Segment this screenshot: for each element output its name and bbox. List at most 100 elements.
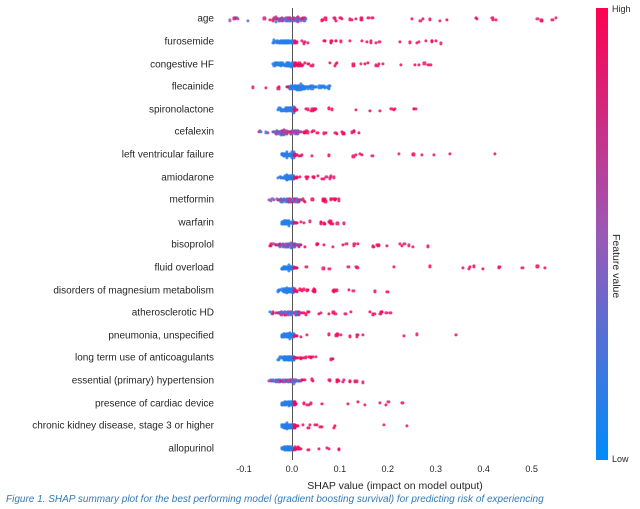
- shap-point: [428, 265, 431, 268]
- shap-point: [269, 199, 272, 202]
- shap-point: [336, 222, 339, 225]
- shap-point: [410, 17, 413, 20]
- feature-label: congestive HF: [150, 59, 220, 70]
- feature-label: essential (primary) hypertension: [72, 375, 220, 386]
- shap-point: [367, 16, 370, 19]
- feature-label: flecainide: [172, 82, 220, 93]
- shap-point: [449, 152, 452, 155]
- shap-point: [296, 425, 299, 428]
- shap-point: [434, 39, 437, 42]
- shap-point: [327, 333, 330, 336]
- shap-point: [438, 19, 441, 22]
- shap-point: [294, 402, 297, 405]
- shap-point: [385, 311, 388, 314]
- shap-point: [331, 358, 334, 361]
- feature-label: furosemide: [165, 36, 220, 47]
- shap-point: [295, 266, 298, 269]
- shap-point: [384, 403, 387, 406]
- shap-point: [340, 40, 343, 43]
- shap-point: [493, 152, 496, 155]
- shap-point: [307, 449, 310, 452]
- shap-point: [299, 244, 302, 247]
- shap-point: [316, 174, 319, 177]
- xtick-label: 0.0: [286, 460, 299, 474]
- zero-line: [292, 8, 293, 460]
- shap-point: [348, 335, 351, 338]
- shap-point: [246, 19, 249, 22]
- shap-point: [495, 19, 498, 22]
- shap-point: [427, 245, 430, 248]
- shap-point: [399, 63, 402, 66]
- shap-point: [333, 424, 336, 427]
- shap-figure: SHAP value (impact on model output) -0.1…: [0, 0, 640, 509]
- shap-point: [497, 266, 500, 269]
- shap-point: [340, 333, 343, 336]
- feature-label: cefalexin: [175, 127, 220, 138]
- shap-point: [276, 176, 279, 179]
- shap-point: [335, 334, 338, 337]
- shap-point: [481, 267, 484, 270]
- shap-point: [304, 18, 307, 21]
- shap-point: [420, 153, 423, 156]
- shap-point: [306, 41, 309, 44]
- shap-point: [416, 333, 419, 336]
- shap-point: [302, 221, 305, 224]
- shap-point: [341, 17, 344, 20]
- shap-point: [309, 356, 312, 359]
- shap-point: [386, 290, 389, 293]
- shap-point: [342, 378, 345, 381]
- shap-point: [361, 333, 364, 336]
- shap-point: [415, 41, 418, 44]
- feature-label: disorders of magnesium metabolism: [53, 285, 220, 296]
- shap-point: [354, 108, 357, 111]
- shap-point: [421, 18, 424, 21]
- shap-point: [343, 222, 346, 225]
- shap-point: [554, 16, 557, 19]
- shap-point: [348, 39, 351, 42]
- shap-point: [374, 42, 377, 45]
- shap-point: [399, 40, 402, 43]
- xtick-label: -0.1: [236, 460, 252, 474]
- shap-point: [316, 131, 319, 134]
- shap-point: [306, 288, 309, 291]
- shap-point: [378, 40, 381, 43]
- shap-point: [322, 267, 325, 270]
- shap-point: [327, 313, 330, 316]
- colorbar-high-label: High: [608, 4, 631, 14]
- feature-label: presence of cardiac device: [95, 398, 220, 409]
- shap-point: [349, 380, 352, 383]
- shap-point: [356, 267, 359, 270]
- shap-point: [323, 39, 326, 42]
- shap-point: [328, 61, 331, 64]
- shap-point: [320, 426, 323, 429]
- shap-point: [330, 108, 333, 111]
- shap-point: [363, 403, 366, 406]
- shap-point: [462, 266, 465, 269]
- shap-point: [544, 266, 547, 269]
- shap-point: [264, 86, 267, 89]
- shap-point: [251, 86, 254, 89]
- shap-point: [373, 290, 376, 293]
- shap-point: [371, 16, 374, 19]
- shap-point: [356, 400, 359, 403]
- shap-point: [385, 244, 388, 247]
- xtick-label: 0.2: [382, 460, 395, 474]
- feature-label: amiodarone: [161, 172, 220, 183]
- shap-point: [323, 222, 326, 225]
- shap-point: [393, 266, 396, 269]
- shap-point: [365, 41, 368, 44]
- shap-point: [405, 424, 408, 427]
- shap-point: [336, 132, 339, 135]
- shap-point: [304, 313, 307, 316]
- shap-point: [536, 17, 539, 20]
- shap-point: [337, 200, 340, 203]
- shap-point: [325, 176, 328, 179]
- shap-point: [472, 265, 475, 268]
- feature-label: age: [197, 14, 220, 25]
- shap-point: [536, 265, 539, 268]
- colorbar-low-label: Low: [608, 454, 629, 464]
- shap-point: [327, 154, 330, 157]
- feature-label: spironolactone: [149, 104, 220, 115]
- colorbar-axis-label: Feature value: [610, 234, 622, 298]
- shap-point: [295, 175, 298, 178]
